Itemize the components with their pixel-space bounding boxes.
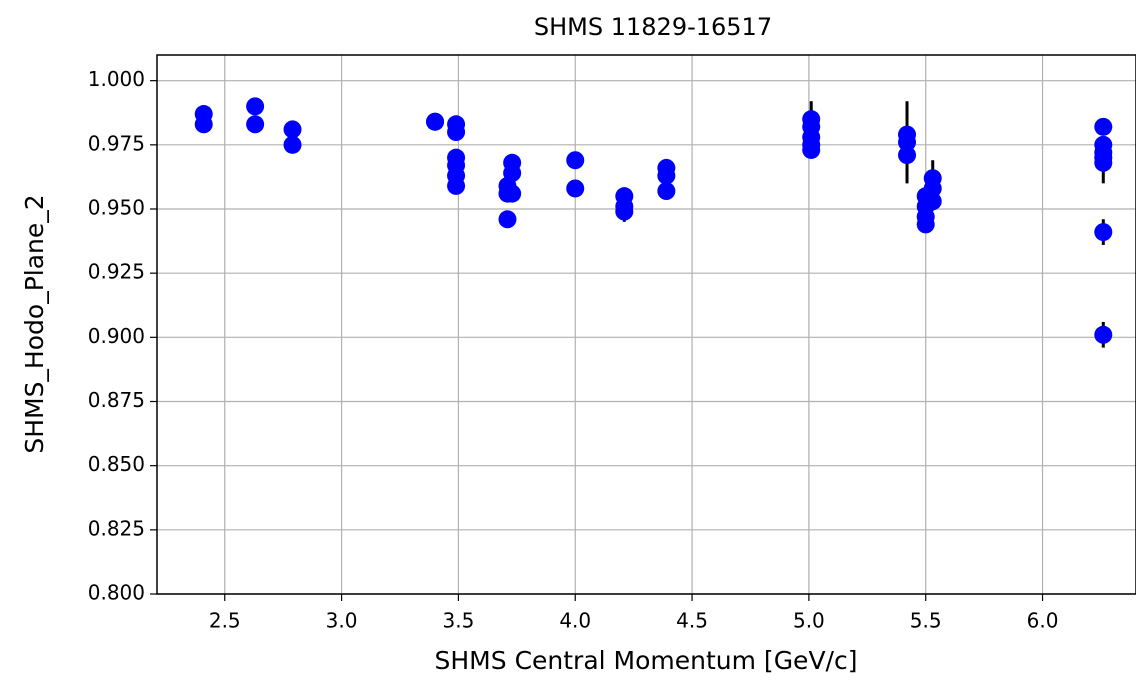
point <box>246 115 265 134</box>
point <box>1094 117 1113 136</box>
y-tick-label: 0.950 <box>88 196 145 220</box>
point <box>657 182 676 201</box>
x-tick-label: 6.0 <box>1027 609 1059 633</box>
y-axis-label: SHMS_Hodo_Plane_2 <box>20 194 49 453</box>
point <box>898 146 917 165</box>
x-tick-label: 5.0 <box>793 609 825 633</box>
point <box>283 120 302 139</box>
point <box>498 210 517 229</box>
point <box>503 184 522 203</box>
point <box>1094 325 1113 344</box>
point <box>1094 223 1113 242</box>
point <box>447 123 466 141</box>
point <box>246 97 265 116</box>
point <box>426 112 445 131</box>
point <box>566 151 585 170</box>
point <box>566 179 585 198</box>
y-tick-label: 0.825 <box>88 516 145 540</box>
point <box>1094 153 1113 172</box>
y-tick-label: 0.925 <box>88 260 145 284</box>
y-tick-label: 0.850 <box>88 452 145 476</box>
point <box>923 179 942 198</box>
point <box>923 192 942 211</box>
point <box>657 166 676 185</box>
point <box>447 176 466 195</box>
x-tick-label: 4.5 <box>676 609 708 633</box>
point <box>898 133 917 152</box>
y-tick-label: 0.800 <box>88 581 145 605</box>
x-tick-label: 3.5 <box>443 609 475 633</box>
x-tick-label: 2.5 <box>209 609 241 633</box>
point <box>615 202 634 221</box>
point <box>802 140 821 159</box>
point <box>916 215 935 234</box>
x-tick-label: 5.5 <box>910 609 942 633</box>
x-axis-label: SHMS Central Momentum [GeV/c] <box>435 646 858 675</box>
point <box>503 164 522 183</box>
x-tick-label: 4.0 <box>559 609 591 633</box>
x-tick-label: 3.0 <box>326 609 358 633</box>
y-tick-label: 0.875 <box>88 388 145 412</box>
plot-frame <box>156 54 1136 595</box>
point <box>283 135 302 154</box>
y-tick-label: 0.975 <box>88 131 145 155</box>
chart-title: SHMS 11829-16517 <box>534 13 772 41</box>
point <box>194 115 213 134</box>
y-tick-label: 0.900 <box>88 324 145 348</box>
y-tick-label: 1.000 <box>88 67 145 91</box>
